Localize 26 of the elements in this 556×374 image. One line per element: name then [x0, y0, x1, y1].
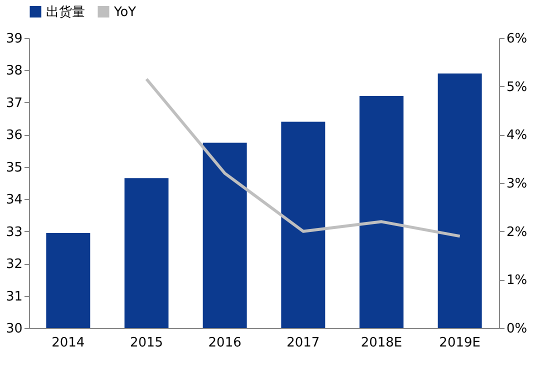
y2-tick-label: 6%	[506, 32, 528, 46]
y-tick-label: 34	[6, 192, 22, 208]
y-tick-label: 38	[6, 64, 22, 79]
x-tick-label: 2014	[52, 336, 85, 350]
line-series	[145, 78, 462, 238]
y2-tick-label: 5%	[506, 80, 528, 95]
y2-tick-label: 3%	[506, 176, 528, 192]
y-tick-label: 39	[6, 32, 22, 46]
x-tick-label: 2017	[286, 336, 320, 350]
y2-tick-label: 2%	[506, 224, 528, 240]
x-tick-label: 2018E	[360, 336, 402, 350]
y-tick-label: 30	[6, 322, 22, 336]
y2-tick-label: 1%	[506, 273, 528, 288]
y-tick-label: 31	[6, 289, 22, 304]
y-tick-label: 33	[6, 224, 22, 240]
legend-label: YoY	[113, 4, 136, 20]
y2-tick-label: 4%	[506, 128, 528, 144]
x-tick-label: 2016	[208, 336, 242, 350]
y-tick-label: 37	[6, 96, 22, 111]
y2-tick-label: 0%	[506, 322, 528, 336]
y-tick-label: 35	[6, 160, 22, 176]
x-tick-label: 2019E	[439, 336, 480, 350]
x-tick-label: 2015	[130, 336, 164, 350]
y-tick-label: 36	[6, 128, 22, 144]
legend-label: 出货量	[46, 4, 85, 20]
y-tick-label: 32	[6, 257, 22, 272]
